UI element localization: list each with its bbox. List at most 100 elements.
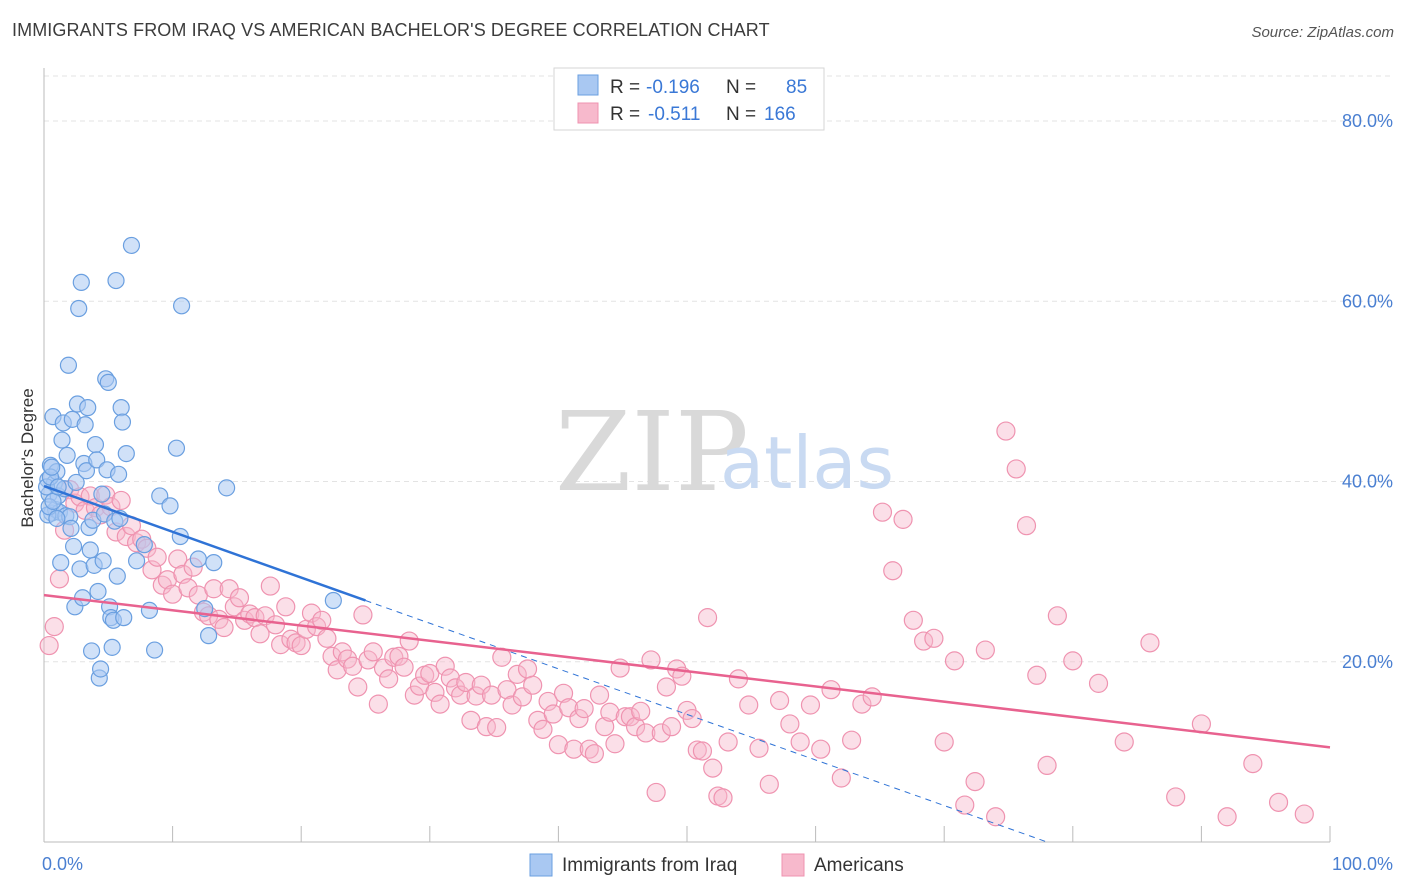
grid-lines [44, 75, 1393, 663]
americans-point-85 [476, 717, 496, 737]
americans-point-20 [142, 560, 162, 580]
y-tick-label-0: 20.0% [1342, 652, 1393, 672]
americans-point-49 [291, 635, 311, 656]
iraq-point-50 [103, 638, 121, 656]
americans-point-75 [425, 682, 445, 703]
americans-point-129 [703, 758, 723, 778]
americans-point-27 [178, 578, 198, 598]
americans-point-41 [250, 624, 270, 644]
legend-n-value-blue: 85 [786, 77, 807, 98]
trend-lines [43, 484, 1331, 843]
americans-point-110 [605, 734, 625, 754]
iraq-point-82 [44, 492, 62, 510]
iraq-point-20 [64, 537, 83, 556]
iraq-point-75 [218, 479, 236, 497]
americans-point-137 [769, 690, 790, 711]
americans-point-158 [986, 807, 1006, 827]
americans-point-138 [780, 714, 800, 734]
iraq-point-39 [89, 582, 107, 601]
bottom-legend-label-blue: Immigrants from Iraq [562, 855, 737, 876]
x-tick-label-0: 0.0% [42, 854, 83, 874]
iraq-point-15 [58, 446, 76, 464]
y-tick-label-1: 40.0% [1342, 472, 1393, 492]
americans-point-90 [502, 695, 522, 715]
americans-point-83 [466, 686, 486, 706]
iraq-point-61 [122, 236, 141, 255]
americans-point-43 [260, 576, 280, 596]
iraq-point-26 [72, 273, 90, 291]
americans-point-135 [749, 738, 769, 758]
americans-point-86 [481, 685, 502, 705]
iraq-point-34 [82, 642, 101, 660]
americans-point-100 [553, 683, 574, 703]
americans-point-109 [600, 702, 620, 722]
americans-point-1 [44, 617, 64, 637]
americans-point-74 [420, 663, 440, 684]
americans-point-121 [661, 717, 682, 737]
americans-point-153 [934, 732, 954, 752]
americans-point-154 [944, 651, 965, 671]
americans-point-131 [713, 788, 733, 808]
americans-point-60 [348, 677, 368, 697]
iraq-point-37 [86, 435, 105, 454]
americans-point-134 [739, 695, 759, 715]
iraq-point-66 [151, 487, 169, 505]
legend-n-label-pink: N = [726, 104, 756, 125]
americans-point-61 [353, 605, 373, 625]
legend-r-value-blue: -0.196 [646, 77, 700, 98]
legend-box: R = -0.196 N = 85 R = -0.511 N = 166 [553, 67, 825, 131]
americans-point-32 [204, 579, 224, 599]
iraq-point-47 [99, 373, 117, 391]
americans-point-76 [430, 694, 450, 714]
iraq-point-43 [94, 552, 112, 570]
americans-point-112 [615, 707, 635, 727]
americans-point-141 [811, 739, 831, 759]
iraq-point-54 [108, 567, 126, 585]
americans-point-156 [965, 772, 985, 792]
iraq-point-65 [145, 641, 164, 659]
americans-point-169 [1166, 787, 1186, 807]
americans-point-87 [487, 717, 507, 738]
americans-point-149 [893, 509, 913, 529]
americans-point-125 [682, 708, 702, 729]
americans-point-77 [435, 656, 455, 676]
americans-point-46 [276, 597, 296, 617]
americans-point-167 [1114, 732, 1134, 752]
americans-point-45 [271, 635, 291, 655]
americans-point-81 [456, 672, 476, 693]
iraq-point-33 [81, 541, 99, 559]
americans-point-103 [569, 708, 589, 729]
americans-point-36 [224, 597, 244, 617]
americans-point-161 [1016, 516, 1037, 536]
americans-point-155 [955, 795, 975, 815]
watermark: ZIP atlas [555, 388, 894, 516]
iraq-point-76 [324, 591, 342, 610]
americans-point-159 [996, 421, 1016, 441]
americans-point-166 [1088, 673, 1109, 693]
americans-point-0 [39, 635, 59, 656]
americans-point-102 [564, 739, 584, 759]
legend-swatch-pink [577, 102, 599, 124]
americans-point-64 [368, 694, 388, 714]
americans-point-107 [589, 685, 610, 705]
y-tick-labels: 20.0% 40.0% 60.0% 80.0% [1342, 111, 1393, 672]
iraq-point-73 [200, 627, 218, 645]
americans-point-108 [595, 717, 615, 737]
americans-point-113 [620, 707, 641, 727]
americans-point-80 [451, 685, 471, 705]
americans-point-173 [1268, 792, 1289, 812]
americans-point-99 [548, 735, 569, 755]
americans-point-97 [538, 691, 558, 712]
americans-point-71 [404, 685, 424, 705]
americans-point-94 [523, 675, 543, 695]
americans-point-132 [718, 732, 738, 752]
chart-source: Source: ZipAtlas.com [1251, 24, 1394, 41]
americans-point-91 [507, 664, 527, 684]
americans-point-152 [924, 628, 944, 648]
iraq-point-38 [88, 451, 106, 469]
watermark-zip: ZIP [555, 388, 749, 516]
americans-point-14 [111, 490, 131, 511]
series-americans [39, 421, 1314, 827]
americans-point-84 [471, 675, 491, 695]
